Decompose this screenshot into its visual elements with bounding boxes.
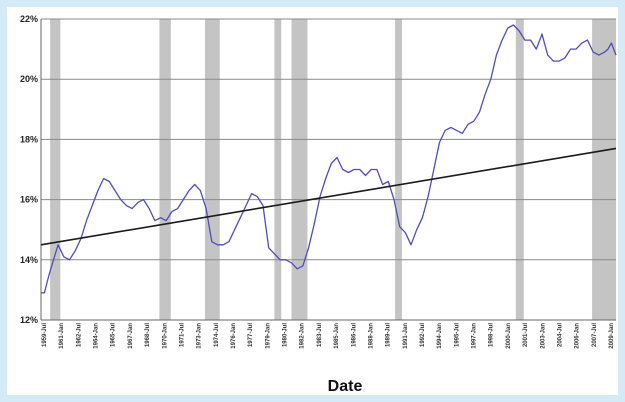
x-tick-label: 1965-Jul — [111, 323, 117, 347]
y-tick-labels: 12% 14% 16% 18% 20% 22% — [20, 14, 38, 325]
series-line-trend — [40, 147, 617, 246]
x-tick-label: 1992-Jul — [420, 323, 426, 347]
x-tick-label: 2001-Jul — [523, 323, 529, 347]
x-tick-label: 1989-Jul — [386, 323, 392, 347]
x-tick-label: 1974-Jul — [214, 323, 220, 347]
x-tick-label: 1994-Jan — [437, 323, 443, 349]
x-tick-label: 1986-Jul — [351, 323, 357, 347]
x-tick-label: 1991-Jan — [403, 323, 409, 349]
series-group — [40, 24, 617, 294]
x-tick-label: 1977-Jul — [248, 323, 254, 347]
x-tick-label: 1980-Jul — [283, 323, 289, 347]
recession-band-0 — [50, 19, 61, 320]
x-tick-label: 1995-Jul — [454, 323, 460, 347]
x-tick-label: 2003-Jan — [540, 323, 546, 349]
series-line-rate — [41, 24, 617, 294]
recession-band-1 — [159, 19, 171, 320]
x-tick-label: 1967-Jan — [128, 323, 134, 349]
x-tick-label: 2009-Jan — [609, 323, 615, 349]
recession-band-2 — [204, 19, 220, 320]
y-tick-label: 14% — [20, 255, 38, 265]
x-axis-label: Date — [328, 378, 363, 395]
x-tick-label: 2000-Jan — [506, 323, 512, 349]
y-tick-label: 20% — [20, 74, 38, 84]
x-tick-label: 1985-Jan — [334, 323, 340, 349]
x-tick-label: 1998-Jul — [489, 323, 495, 347]
x-tick-label: 1970-Jan — [162, 323, 168, 349]
x-tick-label: 1964-Jan — [94, 323, 100, 349]
x-tick-label: 2004-Jul — [557, 323, 563, 347]
y-tick-label: 18% — [20, 134, 38, 144]
x-tick-label: 1971-Jul — [179, 323, 185, 347]
x-tick-label: 2007-Jul — [592, 323, 598, 347]
recession-band-6 — [515, 19, 524, 320]
y-tick-label: 16% — [20, 195, 38, 205]
x-tick-label: 1962-Jul — [76, 323, 82, 347]
x-tick-label: 1976-Jan — [231, 323, 237, 349]
y-tick-label: 12% — [20, 315, 38, 325]
x-tick-label: 1983-Jul — [317, 323, 323, 347]
x-tick-label: 1959-Jul — [42, 323, 48, 347]
recession-band-5 — [395, 19, 402, 320]
x-tick-label: 1988-Jan — [368, 323, 374, 349]
axes — [40, 19, 616, 321]
x-tick-label: 1982-Jan — [300, 323, 306, 349]
x-tick-labels: 1959-Jul 1961-Jan 1962-Jul 1964-Jan 1965-Jul… — [42, 323, 615, 349]
x-tick-label: 1979-Jan — [265, 323, 271, 349]
x-tick-label: 1973-Jan — [197, 323, 203, 349]
x-tick-label: 1997-Jan — [472, 323, 478, 349]
y-tick-label: 22% — [20, 14, 38, 24]
x-tick-label: 2006-Jan — [575, 323, 581, 349]
chart-frame: 12% 14% 16% 18% 20% 22% 1959-Jul 1961-Jan 1962-… — [7, 7, 618, 395]
line-chart: 12% 14% 16% 18% 20% 22% 1959-Jul 1961-Jan 1962-… — [20, 14, 617, 395]
recession-band-3 — [274, 19, 282, 320]
x-tick-label: 1961-Jan — [59, 323, 65, 349]
recession-band-4 — [291, 19, 308, 320]
x-tick-label: 1968-Jul — [145, 323, 151, 347]
recession-bands — [50, 19, 616, 320]
recession-band-7 — [592, 19, 616, 320]
